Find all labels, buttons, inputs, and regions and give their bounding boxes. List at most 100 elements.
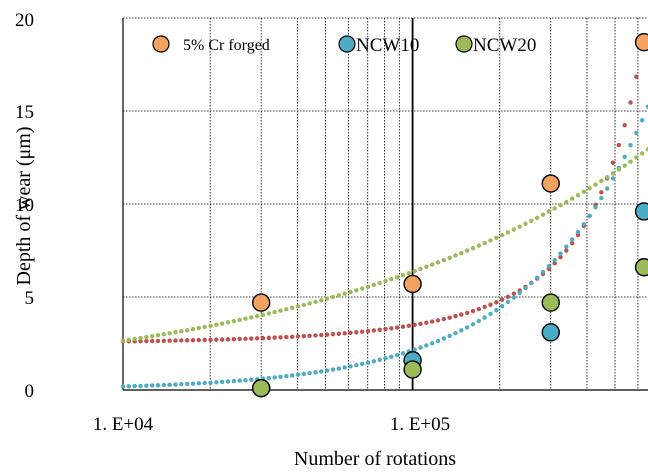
trend-dot xyxy=(354,288,359,293)
trend-dot xyxy=(237,378,242,383)
trend-dot xyxy=(184,381,190,387)
trend-dot xyxy=(179,382,184,387)
trend-dot xyxy=(365,328,371,334)
trend-dot xyxy=(634,155,639,160)
trend-dot xyxy=(324,332,330,337)
trend-dot xyxy=(272,309,277,315)
trend-dot xyxy=(418,266,423,272)
trend-dot xyxy=(324,296,330,301)
trend-dot xyxy=(464,310,470,316)
trend-dot xyxy=(167,338,172,343)
trend-dot xyxy=(558,203,563,208)
trend-dot xyxy=(208,323,213,329)
trend-dot xyxy=(284,373,289,379)
trend-dot xyxy=(214,380,219,385)
trend-dot xyxy=(144,383,149,388)
trend-dot xyxy=(313,299,318,305)
data-point xyxy=(403,274,422,294)
data-point xyxy=(634,258,648,277)
trend-dot xyxy=(249,315,254,320)
trend-dot xyxy=(476,306,482,312)
trend-dot xyxy=(447,333,452,339)
trend-dot xyxy=(599,178,604,184)
trend-dot xyxy=(581,189,587,194)
trend-dot xyxy=(377,280,382,286)
trend-dot xyxy=(482,240,487,246)
trend-dot xyxy=(400,272,406,278)
trend-dot xyxy=(599,190,604,195)
trend-dot xyxy=(523,285,528,291)
trend-dot xyxy=(569,240,575,246)
trend-dot xyxy=(138,338,143,344)
trend-dot xyxy=(569,196,575,201)
trend-dot xyxy=(389,354,394,359)
trend-dot xyxy=(389,276,394,282)
trend-dot xyxy=(284,307,289,312)
trend-dot xyxy=(564,248,569,253)
trend-dot xyxy=(610,171,616,176)
trend-dot xyxy=(254,336,260,341)
trend-dot xyxy=(412,268,417,274)
trend-dot xyxy=(231,318,237,324)
trend-dot xyxy=(447,255,452,260)
trend-dot xyxy=(342,331,347,336)
trend-dot xyxy=(593,182,598,187)
trend-dot xyxy=(488,238,493,243)
data-point xyxy=(251,293,271,312)
trend-dot xyxy=(295,372,301,377)
trend-dot xyxy=(161,382,167,388)
trend-dot xyxy=(394,325,400,330)
trend-dot xyxy=(476,318,482,324)
trend-dot xyxy=(639,117,645,123)
trend-dot xyxy=(132,336,137,342)
trend-dot xyxy=(593,205,598,210)
trend-dot xyxy=(359,329,365,334)
trend-dot xyxy=(634,130,639,136)
trend-dot xyxy=(196,337,202,343)
trend-dot xyxy=(470,308,476,314)
trend-dot xyxy=(441,316,447,322)
trend-dot xyxy=(476,243,482,248)
data-point xyxy=(634,32,648,52)
trend-dot xyxy=(295,334,301,339)
trend-dot xyxy=(406,270,412,276)
trend-dot xyxy=(517,224,522,229)
trend-dot xyxy=(371,282,377,288)
trend-dot xyxy=(319,332,324,338)
trend-dot xyxy=(126,337,132,343)
legend-marker-5cr xyxy=(152,35,170,53)
trend-dot xyxy=(464,325,470,330)
trend-dot xyxy=(289,334,295,339)
trend-dot xyxy=(161,338,167,344)
trend-dot xyxy=(219,337,225,342)
trend-dot xyxy=(628,143,633,148)
trend-dot xyxy=(354,362,359,368)
legend-marker-ncw20 xyxy=(455,35,473,53)
trend-dot xyxy=(301,371,307,377)
trend-dot xyxy=(348,330,353,335)
trend-dot xyxy=(313,370,318,375)
trend-dot xyxy=(266,335,272,341)
trend-dot xyxy=(435,318,441,323)
trend-dot xyxy=(149,333,155,339)
y-axis-title: Depth of wear (μm) xyxy=(13,127,35,286)
y-tick-label: 20 xyxy=(15,10,34,31)
trend-dot xyxy=(365,284,371,289)
trend-dot xyxy=(149,383,155,388)
trend-dot xyxy=(575,192,581,198)
trend-dot xyxy=(482,304,487,310)
trend-dot xyxy=(447,315,452,320)
trend-dot xyxy=(319,369,324,374)
trend-dot xyxy=(505,230,511,235)
trend-dot xyxy=(453,331,458,336)
trend-dot xyxy=(529,280,534,286)
trend-dot xyxy=(453,313,458,319)
trend-dot xyxy=(138,335,143,341)
data-point xyxy=(403,360,422,379)
trend-dot xyxy=(219,321,225,326)
trend-dot xyxy=(569,237,575,242)
trend-dot xyxy=(377,327,382,332)
trend-dot xyxy=(190,338,196,343)
trend-dot xyxy=(237,336,242,342)
trend-dot xyxy=(494,307,499,313)
